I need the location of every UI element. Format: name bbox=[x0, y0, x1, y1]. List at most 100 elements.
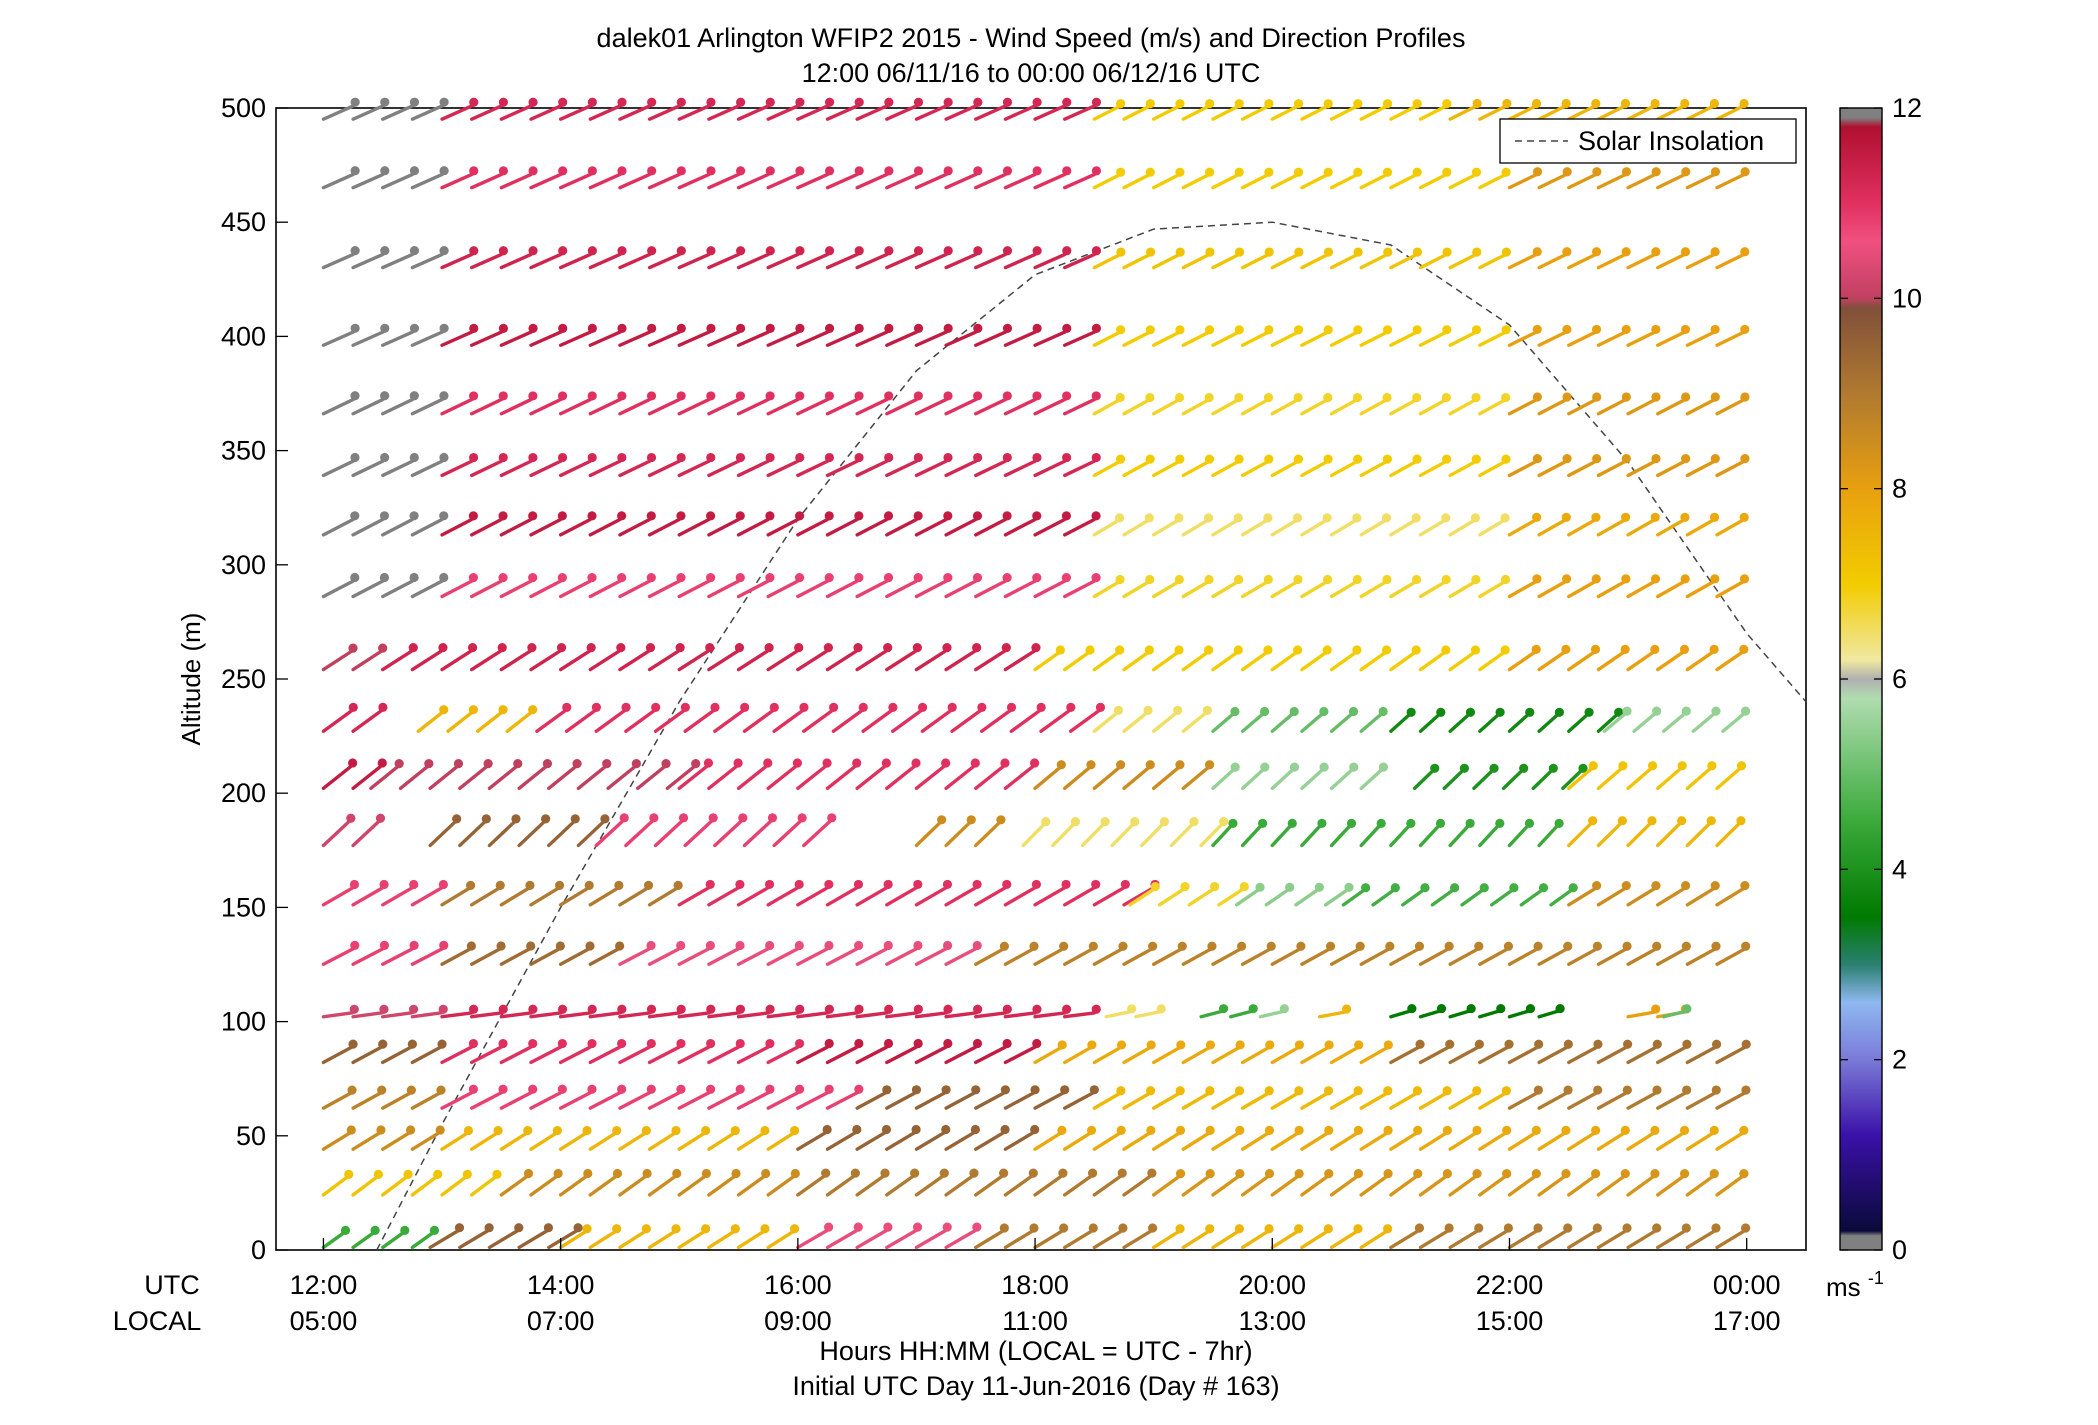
wind-barb-shaft bbox=[1329, 1046, 1359, 1065]
y-tick-label: 200 bbox=[221, 778, 266, 808]
wind-barb-point bbox=[913, 1004, 923, 1014]
wind-barb-point bbox=[1383, 1040, 1393, 1050]
x-tick-label-utc: 18:00 bbox=[1001, 1270, 1069, 1300]
wind-barb-shaft bbox=[677, 1011, 711, 1019]
wind-barb-point bbox=[526, 941, 536, 951]
wind-barb-shaft bbox=[1656, 518, 1685, 537]
wind-barb-shaft bbox=[796, 397, 830, 416]
wind-barb-shaft bbox=[1567, 253, 1597, 270]
wind-barb-point bbox=[1681, 706, 1691, 716]
wind-barb-point bbox=[528, 705, 538, 715]
wind-barb-shaft bbox=[535, 709, 567, 733]
wind-barb-shaft bbox=[1626, 1091, 1657, 1110]
wind-barb-point bbox=[966, 815, 976, 825]
wind-barb-shaft bbox=[469, 104, 504, 121]
wind-barb-point bbox=[1144, 645, 1154, 655]
wind-barb-point bbox=[453, 758, 464, 769]
wind-barb-point bbox=[1174, 645, 1184, 655]
wind-barb-point bbox=[999, 941, 1009, 951]
wind-barb-shaft bbox=[1157, 887, 1185, 907]
wind-barb-shaft bbox=[1033, 397, 1067, 416]
wind-barb-shaft bbox=[1181, 947, 1212, 966]
wind-barb-point bbox=[854, 1004, 864, 1014]
wind-barb-point bbox=[495, 880, 505, 890]
wind-barb-point bbox=[557, 1004, 568, 1014]
wind-barb-shaft bbox=[885, 1091, 917, 1110]
wind-barb-shaft bbox=[1329, 398, 1358, 416]
wind-barb-shaft bbox=[505, 711, 533, 733]
wind-barb-point bbox=[943, 1004, 953, 1014]
wind-barb-point bbox=[617, 1038, 627, 1049]
wind-barb-point bbox=[1265, 1040, 1275, 1050]
wind-barb-point bbox=[1652, 1039, 1662, 1049]
wind-barb-shaft bbox=[974, 821, 1001, 848]
wind-barb-point bbox=[883, 1222, 893, 1232]
wind-barb-shaft bbox=[321, 764, 353, 791]
wind-barb-point bbox=[850, 1168, 860, 1178]
wind-barb-shaft bbox=[944, 104, 978, 121]
wind-barb-shaft bbox=[1264, 888, 1290, 907]
wind-barb-shaft bbox=[1063, 1229, 1093, 1250]
chart-subtitle: 12:00 06/11/16 to 00:00 06/12/16 UTC bbox=[802, 58, 1261, 88]
wind-barb-shaft bbox=[1217, 887, 1244, 907]
wind-barb-point bbox=[380, 452, 390, 463]
wind-barb-point bbox=[1592, 392, 1602, 402]
wind-barb-point bbox=[647, 246, 657, 256]
wind-barb-shaft bbox=[321, 330, 355, 347]
wind-barb-point bbox=[1204, 325, 1215, 335]
wind-barb-point bbox=[1145, 99, 1155, 109]
wind-barb-point bbox=[973, 323, 983, 333]
wind-barb-shaft bbox=[647, 330, 682, 347]
wind-barb-shaft bbox=[683, 709, 715, 733]
wind-barb-point bbox=[1441, 574, 1451, 585]
wind-barb-shaft bbox=[321, 1175, 349, 1197]
wind-barb-point bbox=[1502, 1169, 1512, 1179]
wind-barb-point bbox=[1091, 166, 1102, 176]
wind-barb-point bbox=[854, 246, 864, 256]
wind-barb-point bbox=[1210, 881, 1220, 892]
wind-barb-point bbox=[1293, 99, 1304, 109]
wind-barb-shaft bbox=[381, 1231, 405, 1250]
wind-barb-shaft bbox=[796, 764, 827, 791]
wind-barb-shaft bbox=[588, 517, 622, 537]
wind-barb-shaft bbox=[1033, 651, 1061, 672]
wind-barb-point bbox=[912, 1222, 923, 1232]
wind-barb-point bbox=[1502, 1125, 1512, 1135]
wind-barb-point bbox=[481, 814, 491, 824]
wind-barb-point bbox=[1378, 706, 1388, 717]
x-tick-label-local: 09:00 bbox=[764, 1306, 832, 1336]
wind-barb-shaft bbox=[1478, 519, 1505, 537]
wind-barb-shaft bbox=[1389, 1175, 1418, 1197]
wind-barb-shaft bbox=[1567, 1091, 1598, 1110]
wind-barb-shaft bbox=[974, 1131, 1005, 1151]
wind-barb-shaft bbox=[1507, 173, 1538, 190]
wind-barb-point bbox=[380, 391, 390, 401]
wind-barb-shaft bbox=[321, 947, 355, 966]
wind-barb-point bbox=[498, 97, 509, 107]
wind-barb-point bbox=[587, 97, 597, 107]
wind-barb-shaft bbox=[1685, 518, 1715, 537]
wind-barb-shaft bbox=[1240, 173, 1269, 190]
wind-barb-point bbox=[736, 166, 746, 176]
wind-barb-point bbox=[1323, 247, 1334, 257]
wind-barb-shaft bbox=[1063, 1131, 1092, 1151]
wind-barb-shaft bbox=[1359, 580, 1387, 599]
wind-barb-shaft bbox=[1033, 172, 1067, 190]
wind-barb-point bbox=[1100, 816, 1110, 827]
wind-barb-point bbox=[1406, 707, 1416, 717]
wind-barb-shaft bbox=[1715, 1229, 1746, 1250]
wind-barb-point bbox=[1711, 1223, 1721, 1233]
wind-barb-point bbox=[409, 246, 420, 256]
wind-barb-point bbox=[736, 246, 746, 256]
wind-barb-point bbox=[972, 511, 983, 521]
wind-barb-shaft bbox=[1448, 1092, 1477, 1110]
wind-barb-shaft bbox=[499, 1091, 533, 1110]
wind-barb-shaft bbox=[1685, 650, 1714, 672]
wind-barb-shaft bbox=[885, 886, 918, 907]
wind-barb-shaft bbox=[1359, 651, 1387, 672]
wind-barb-point bbox=[1205, 1169, 1215, 1179]
wind-barb-point bbox=[1621, 324, 1631, 335]
wind-barb-point bbox=[1442, 1125, 1452, 1135]
wind-barb-shaft bbox=[1092, 947, 1123, 966]
wind-barb-shaft bbox=[529, 1011, 563, 1019]
